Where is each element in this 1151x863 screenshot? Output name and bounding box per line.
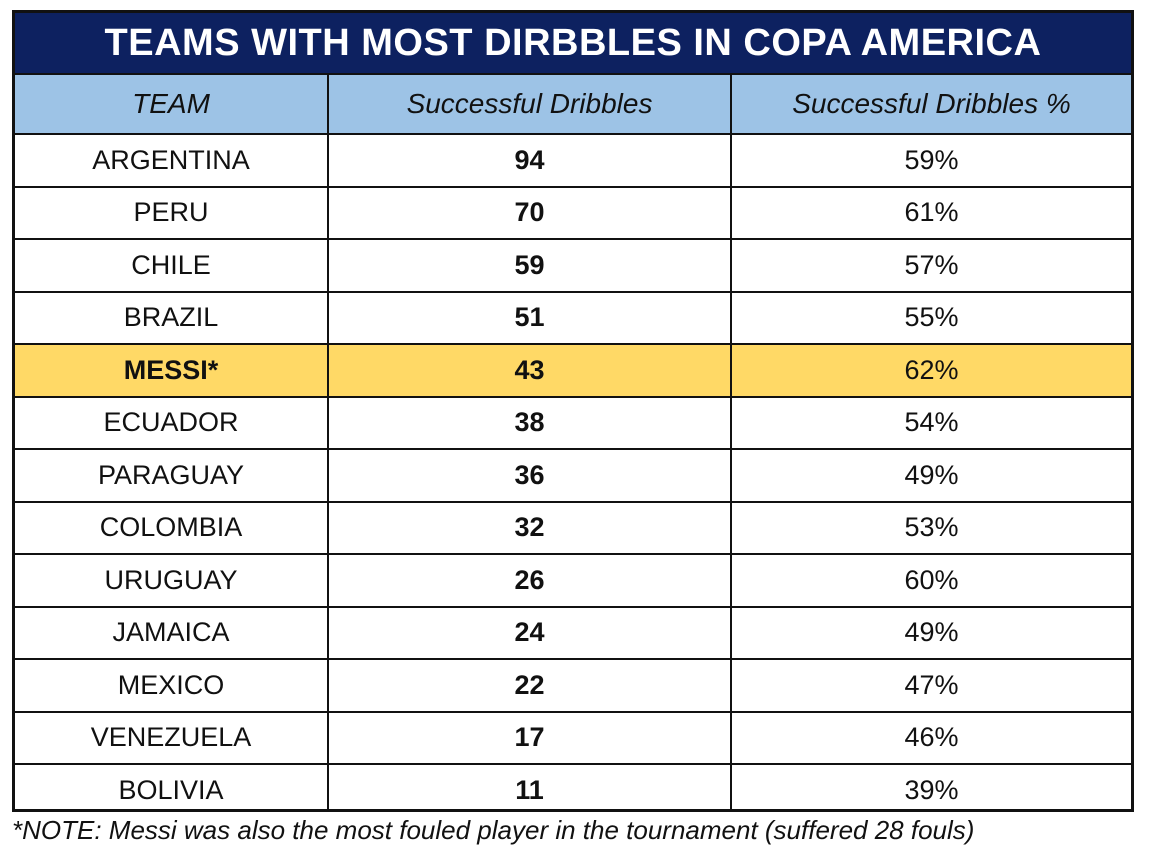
column-header-team: TEAM xyxy=(15,75,329,135)
successful-dribbles-pct-cell: 54% xyxy=(731,396,1131,450)
team-cell: BOLIVIA xyxy=(15,764,329,809)
table-title: TEAMS WITH MOST DIRBBLES IN COPA AMERICA xyxy=(15,13,1131,75)
table-row: PERU 70 61% xyxy=(15,186,1131,240)
table-row: BRAZIL 51 55% xyxy=(15,291,1131,345)
successful-dribbles-cell: 36 xyxy=(328,449,732,503)
team-cell: PARAGUAY xyxy=(15,449,329,503)
dribbles-table: TEAM Successful Dribbles Successful Drib… xyxy=(15,75,1131,809)
column-header-successful-dribbles-pct: Successful Dribbles % xyxy=(731,75,1131,135)
successful-dribbles-cell: 26 xyxy=(328,554,732,608)
table-row: COLOMBIA 32 53% xyxy=(15,501,1131,555)
team-cell: BRAZIL xyxy=(15,291,329,345)
team-cell: COLOMBIA xyxy=(15,501,329,555)
header-row: TEAM Successful Dribbles Successful Drib… xyxy=(15,75,1131,135)
footnote: *NOTE: Messi was also the most fouled pl… xyxy=(12,815,975,845)
successful-dribbles-pct-cell: 55% xyxy=(731,291,1131,345)
table-row: MEXICO 22 47% xyxy=(15,659,1131,713)
successful-dribbles-cell: 43 xyxy=(328,344,732,398)
successful-dribbles-pct-cell: 59% xyxy=(731,134,1131,188)
successful-dribbles-cell: 11 xyxy=(328,764,732,809)
successful-dribbles-pct-cell: 49% xyxy=(731,449,1131,503)
team-cell: MESSI* xyxy=(15,344,329,398)
table-row: URUGUAY 26 60% xyxy=(15,554,1131,608)
team-cell: ECUADOR xyxy=(15,396,329,450)
table-row: ARGENTINA 94 59% xyxy=(15,134,1131,188)
table-row: MESSI* 43 62% xyxy=(15,344,1131,398)
team-cell: CHILE xyxy=(15,239,329,293)
column-header-successful-dribbles: Successful Dribbles xyxy=(328,75,732,135)
table-row: VENEZUELA 17 46% xyxy=(15,711,1131,765)
successful-dribbles-pct-cell: 39% xyxy=(731,764,1131,809)
table-row: PARAGUAY 36 49% xyxy=(15,449,1131,503)
successful-dribbles-cell: 24 xyxy=(328,606,732,660)
team-cell: MEXICO xyxy=(15,659,329,713)
dribbles-table-container: TEAMS WITH MOST DIRBBLES IN COPA AMERICA… xyxy=(12,10,1134,812)
successful-dribbles-cell: 32 xyxy=(328,501,732,555)
successful-dribbles-cell: 38 xyxy=(328,396,732,450)
successful-dribbles-pct-cell: 46% xyxy=(731,711,1131,765)
successful-dribbles-pct-cell: 49% xyxy=(731,606,1131,660)
successful-dribbles-cell: 59 xyxy=(328,239,732,293)
successful-dribbles-cell: 70 xyxy=(328,186,732,240)
team-cell: URUGUAY xyxy=(15,554,329,608)
successful-dribbles-pct-cell: 57% xyxy=(731,239,1131,293)
table-row: JAMAICA 24 49% xyxy=(15,606,1131,660)
team-cell: ARGENTINA xyxy=(15,134,329,188)
table-body: ARGENTINA 94 59% PERU 70 61% CHILE 59 57% BRAZIL 5… xyxy=(15,134,1131,809)
successful-dribbles-cell: 17 xyxy=(328,711,732,765)
table-row: ECUADOR 38 54% xyxy=(15,396,1131,450)
successful-dribbles-cell: 51 xyxy=(328,291,732,345)
table-row: BOLIVIA 11 39% xyxy=(15,764,1131,809)
team-cell: PERU xyxy=(15,186,329,240)
team-cell: VENEZUELA xyxy=(15,711,329,765)
team-cell: JAMAICA xyxy=(15,606,329,660)
successful-dribbles-pct-cell: 61% xyxy=(731,186,1131,240)
table-row: CHILE 59 57% xyxy=(15,239,1131,293)
successful-dribbles-pct-cell: 47% xyxy=(731,659,1131,713)
successful-dribbles-pct-cell: 62% xyxy=(731,344,1131,398)
successful-dribbles-pct-cell: 53% xyxy=(731,501,1131,555)
successful-dribbles-cell: 94 xyxy=(328,134,732,188)
successful-dribbles-cell: 22 xyxy=(328,659,732,713)
successful-dribbles-pct-cell: 60% xyxy=(731,554,1131,608)
